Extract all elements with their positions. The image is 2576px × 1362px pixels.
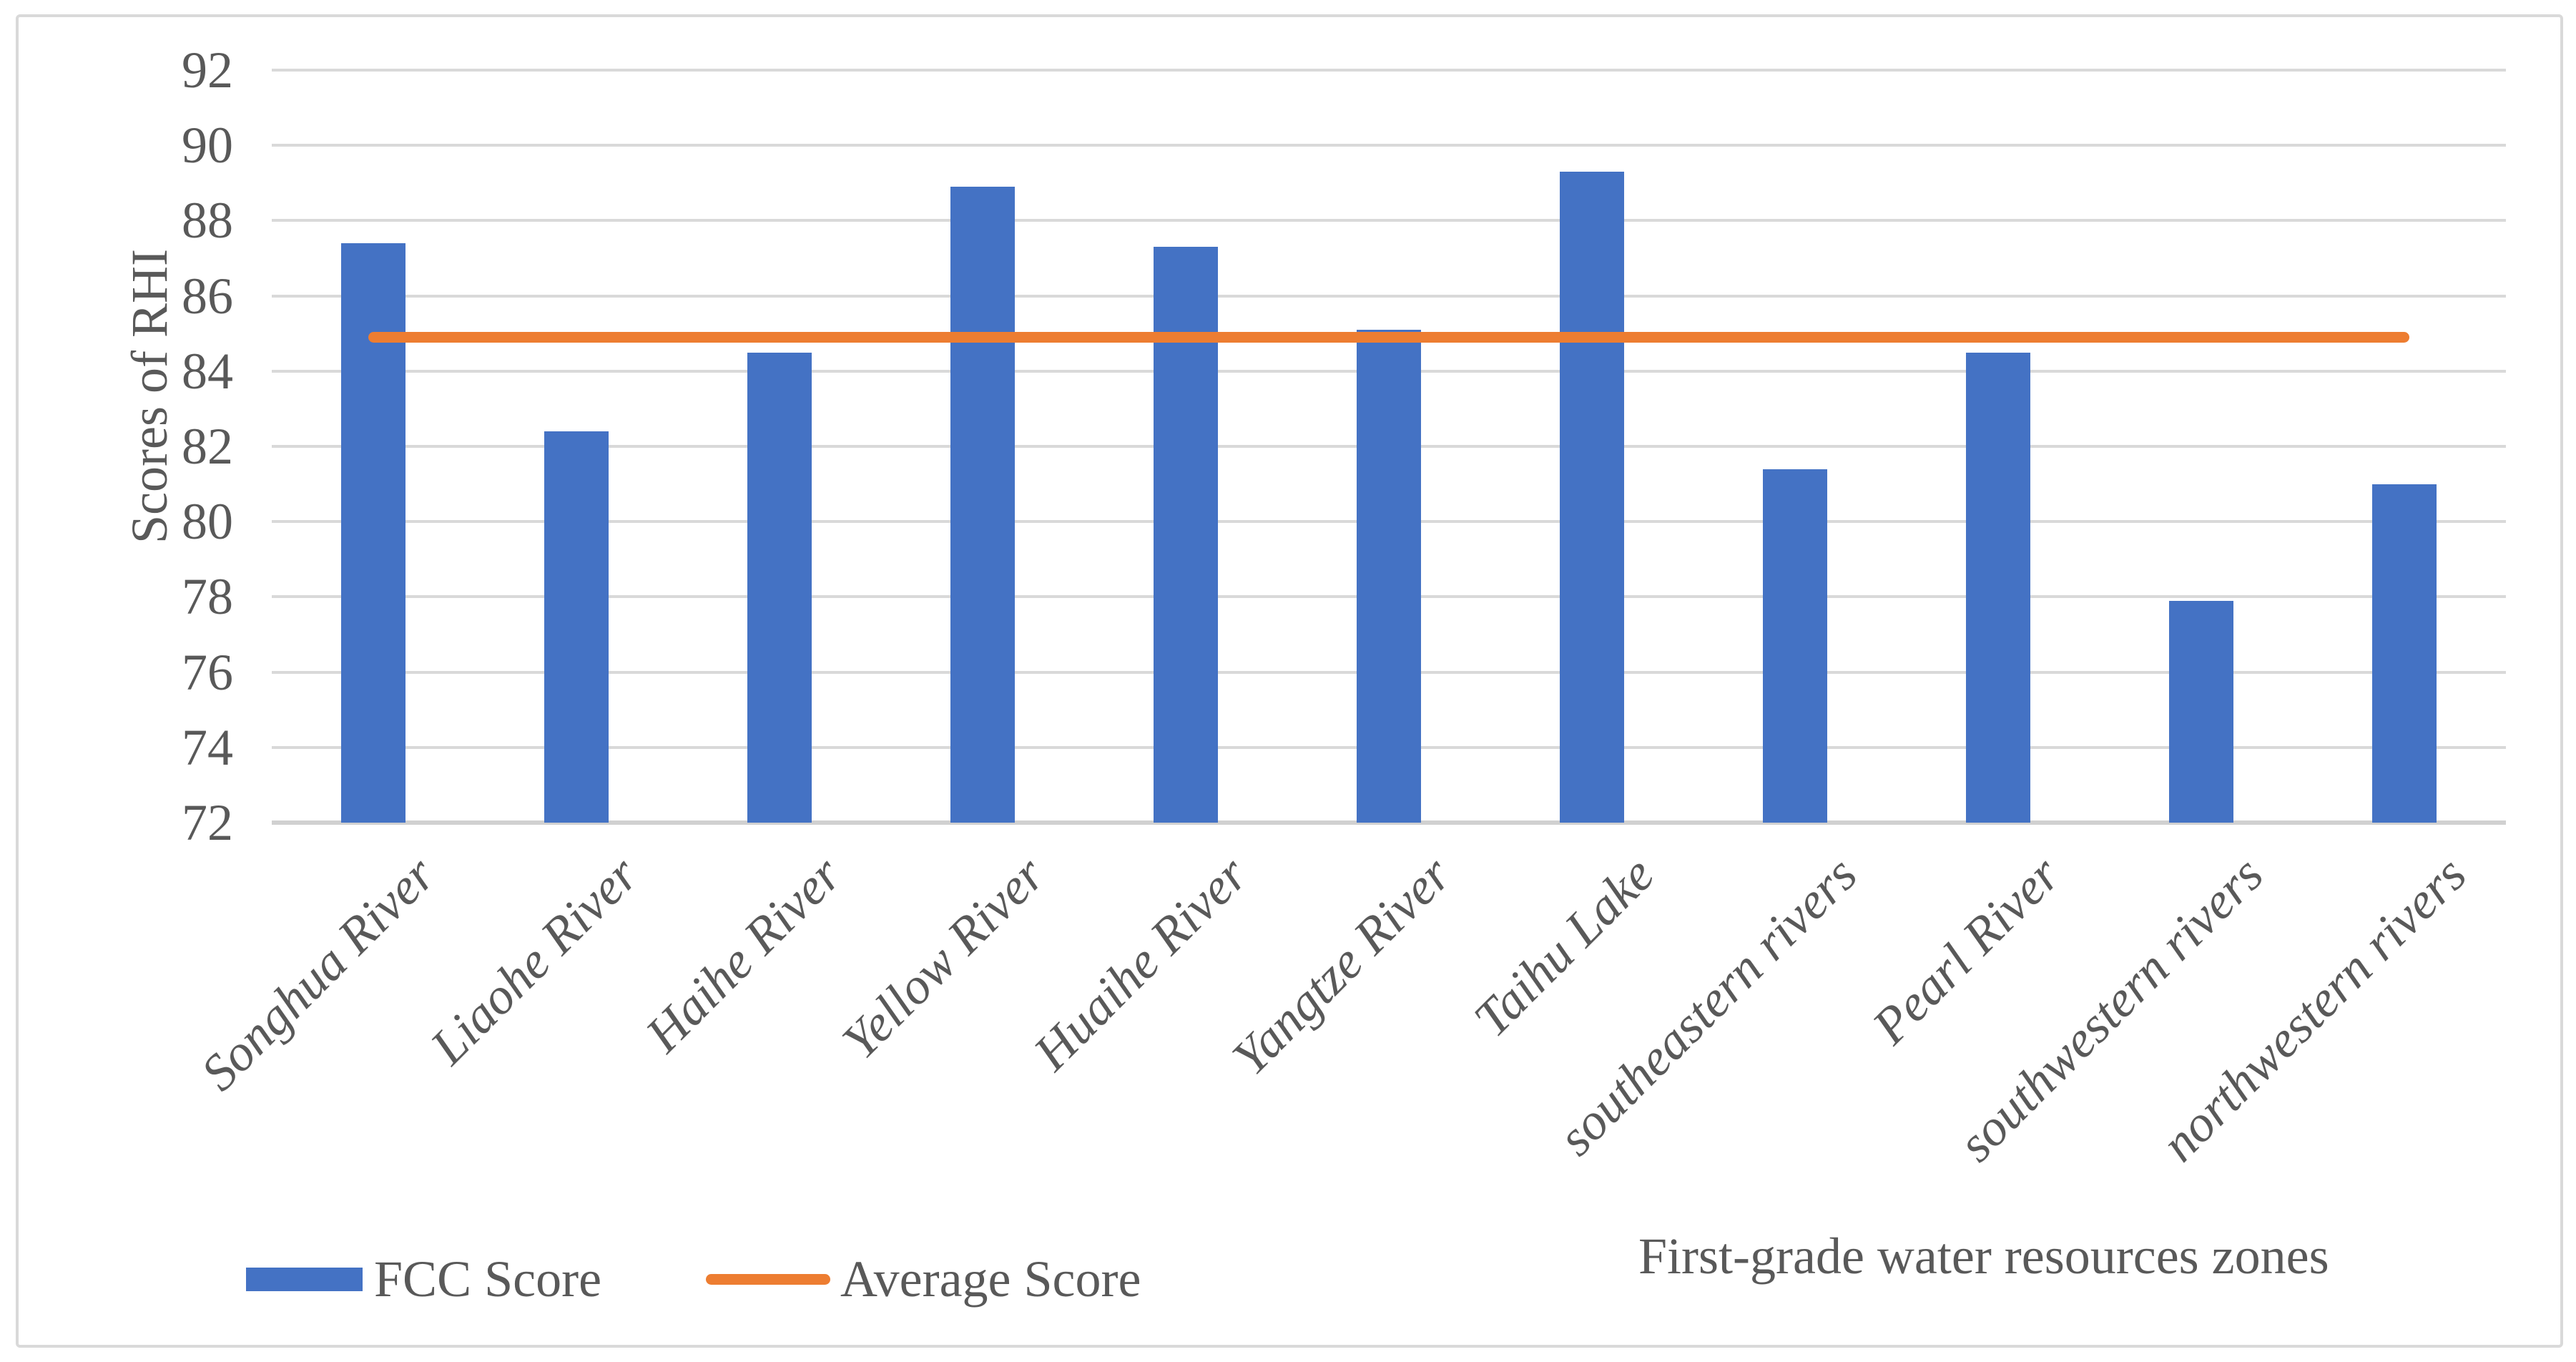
y-tick-label: 80 bbox=[182, 493, 233, 551]
y-axis-tick-labels: 72 74 76 78 80 82 84 86 88 90 92 bbox=[19, 17, 2560, 1345]
x-axis-title: First-grade water resources zones bbox=[1638, 1228, 2329, 1285]
line-swatch-icon bbox=[706, 1273, 830, 1285]
average-score-line bbox=[368, 331, 2409, 343]
bar-swatch-icon bbox=[246, 1267, 363, 1291]
legend-item-average-score: Average Score bbox=[706, 1250, 1141, 1308]
bar-huaihe-river bbox=[1154, 247, 1218, 823]
bar-taihu-lake bbox=[1560, 172, 1624, 823]
bar-northwestern-rivers bbox=[2372, 484, 2437, 823]
legend-item-fcc-score: FCC Score bbox=[246, 1250, 601, 1308]
bar-yellow-river bbox=[950, 187, 1015, 823]
category-label-yangtze-river: Yangtze River bbox=[1221, 846, 1462, 1087]
category-label-pearl-river: Pearl River bbox=[1861, 846, 2071, 1055]
bar-liaohe-river bbox=[544, 431, 609, 823]
category-label-liaohe-river: Liaohe River bbox=[419, 846, 649, 1075]
legend-label: FCC Score bbox=[374, 1250, 602, 1308]
y-tick-label: 92 bbox=[182, 41, 233, 99]
category-label-songhua-river: Songhua River bbox=[190, 846, 446, 1102]
chart-panel: Scores of RHI 72 74 76 78 80 82 84 86 88 90 92 Son… bbox=[16, 14, 2563, 1348]
x-axis-line bbox=[272, 820, 2506, 825]
category-label-haihe-river: Haihe River bbox=[634, 846, 852, 1063]
y-tick-label: 78 bbox=[182, 568, 233, 626]
bar-southwestern-rivers bbox=[2169, 600, 2233, 823]
bar-yangtze-river bbox=[1357, 329, 1421, 823]
bar-pearl-river bbox=[1966, 352, 2030, 823]
gridline bbox=[272, 219, 2506, 222]
y-tick-label: 72 bbox=[182, 794, 233, 851]
y-tick-label: 84 bbox=[182, 342, 233, 400]
y-tick-label: 88 bbox=[182, 192, 233, 250]
bar-southeastern-rivers bbox=[1763, 469, 1827, 823]
x-axis-category-labels: Songhua River Liaohe River Haihe River Yell… bbox=[19, 17, 2560, 1345]
gridline bbox=[272, 294, 2506, 298]
average-line-layer bbox=[19, 17, 2560, 1345]
bar-haihe-river bbox=[747, 352, 812, 823]
category-label-yellow-river: Yellow River bbox=[831, 846, 1056, 1070]
y-tick-label: 86 bbox=[182, 267, 233, 325]
y-tick-label: 76 bbox=[182, 643, 233, 701]
legend-label: Average Score bbox=[840, 1250, 1141, 1308]
category-label-taihu-lake: Taihu Lake bbox=[1462, 846, 1665, 1048]
gridline bbox=[272, 69, 2506, 72]
gridline bbox=[272, 144, 2506, 147]
y-tick-label: 90 bbox=[182, 117, 233, 175]
y-tick-label: 82 bbox=[182, 418, 233, 475]
y-tick-label: 74 bbox=[182, 718, 233, 776]
